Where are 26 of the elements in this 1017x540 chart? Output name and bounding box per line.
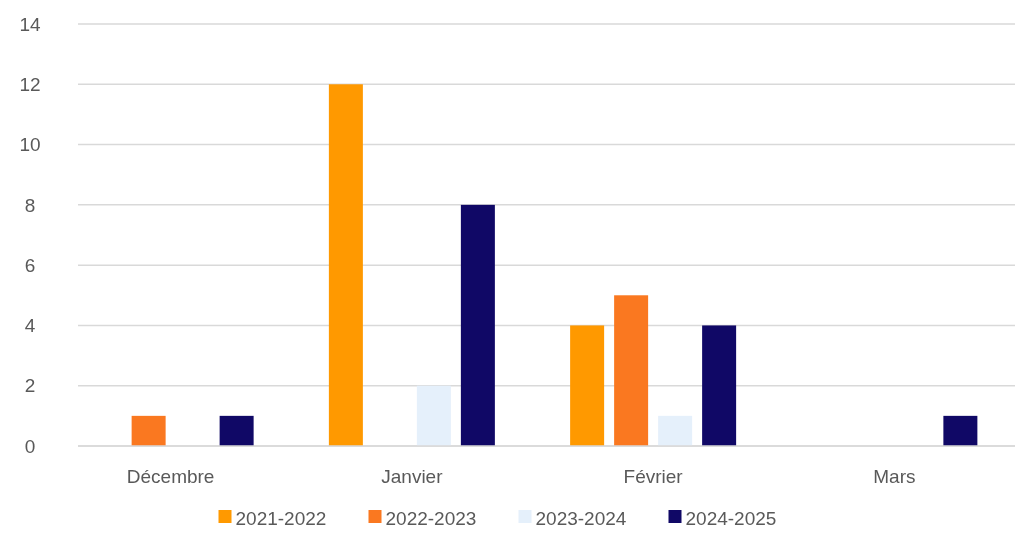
y-tick-label: 6 <box>24 254 36 276</box>
y-tick-label: 2 <box>24 375 36 397</box>
bar <box>328 84 363 446</box>
x-tick-label: Mars <box>873 466 916 487</box>
y-tick-label: 8 <box>24 194 36 216</box>
x-tick-label: Janvier <box>381 466 444 487</box>
bar <box>570 325 605 446</box>
bar <box>131 415 166 446</box>
legend-label: 2021-2022 <box>235 508 327 529</box>
y-tick-label: 10 <box>19 134 41 156</box>
y-tick-label: 4 <box>24 315 36 337</box>
legend-label: 2023-2024 <box>535 508 627 529</box>
bar <box>614 295 649 446</box>
bar <box>658 415 693 446</box>
bar <box>943 415 978 446</box>
bar <box>460 204 495 446</box>
y-tick-label: 12 <box>19 73 41 95</box>
y-tick-label: 0 <box>24 435 36 457</box>
bar <box>416 385 451 446</box>
y-tick-label: 14 <box>19 13 41 35</box>
legend-label: 2022-2023 <box>385 508 477 529</box>
x-tick-label: Décembre <box>126 466 215 487</box>
x-tick-label: Février <box>623 466 684 487</box>
bar <box>702 325 737 446</box>
bar <box>219 415 254 446</box>
legend-label: 2024-2025 <box>685 508 777 529</box>
